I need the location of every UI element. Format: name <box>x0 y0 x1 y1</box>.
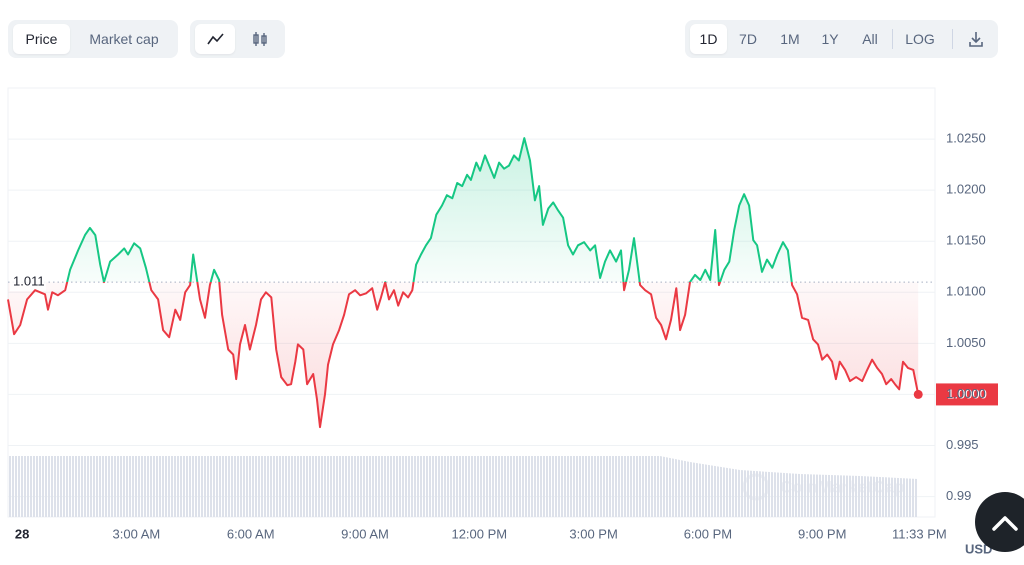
divider <box>892 29 893 49</box>
price-area <box>8 138 919 428</box>
x-tick-label: 9:00 PM <box>798 526 846 541</box>
y-tick-label: 0.995 <box>946 437 979 452</box>
x-tick-label: 12:00 PM <box>451 526 507 541</box>
scroll-top-button[interactable] <box>975 492 1024 552</box>
range-tabs: 1D 7D 1M 1Y All LOG <box>685 20 998 58</box>
range-1y[interactable]: 1Y <box>821 31 839 47</box>
x-tick-label: 6:00 PM <box>684 526 732 541</box>
watermark: CoinMarketCap <box>742 473 905 501</box>
currency-label: USD <box>965 541 992 556</box>
metric-tabs: Price Market cap <box>8 20 178 58</box>
x-tick-label: 6:00 AM <box>227 526 275 541</box>
plot: 1.011 1.0000 <box>7 137 998 429</box>
divider <box>952 29 953 49</box>
last-price-label: 1.0000 <box>947 386 987 401</box>
candle-chart-button[interactable] <box>240 24 280 54</box>
candle-icon <box>253 32 267 46</box>
y-tick-label: 1.0250 <box>946 131 986 146</box>
last-price-tag <box>936 383 998 406</box>
line-icon <box>207 33 224 45</box>
price-tab[interactable]: Price <box>13 24 70 54</box>
volume-bars <box>8 456 918 517</box>
y-tick-label: 1.0050 <box>946 335 986 350</box>
chart-type-tabs <box>190 20 285 58</box>
market-cap-tab[interactable]: Market cap <box>89 31 159 47</box>
range-1m[interactable]: 1M <box>780 31 800 47</box>
log-button[interactable]: LOG <box>905 31 935 47</box>
x-tick-label: 11:33 PM <box>892 526 947 541</box>
baseline-label-bg <box>10 273 46 292</box>
price-line <box>7 137 920 429</box>
watermark-text: CoinMarketCap <box>780 477 905 496</box>
download-button[interactable] <box>961 24 991 54</box>
x-tick-label: 9:00 AM <box>341 526 389 541</box>
x-tick-label: 3:00 PM <box>569 526 617 541</box>
range-1d[interactable]: 1D <box>690 24 727 54</box>
y-tick-label: 1.0150 <box>946 233 986 248</box>
line-chart-button[interactable] <box>195 24 235 54</box>
range-7d[interactable]: 7D <box>739 31 757 47</box>
last-point <box>913 389 923 399</box>
plot-frame <box>7 87 936 518</box>
x-tick-label: 3:00 AM <box>113 526 161 541</box>
y-tick-label: 1.0100 <box>946 284 986 299</box>
y-tick-label: 1.0200 <box>946 182 986 197</box>
y-tick-label: 0.99 <box>946 488 971 503</box>
baseline-label: 1.011 <box>13 274 45 289</box>
y-tick-label: 1.0000 <box>946 386 986 401</box>
range-all[interactable]: All <box>862 31 878 47</box>
download-icon <box>969 32 983 47</box>
x-tick-label: 28 <box>15 526 29 541</box>
